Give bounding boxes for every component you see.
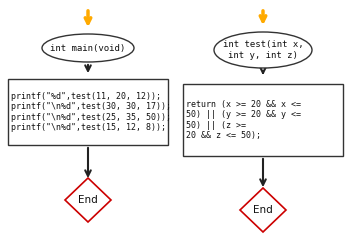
Text: int main(void): int main(void) <box>50 44 126 53</box>
Text: int test(int x,
int y, int z): int test(int x, int y, int z) <box>223 40 303 60</box>
Ellipse shape <box>214 32 312 68</box>
Ellipse shape <box>42 34 134 62</box>
Text: End: End <box>78 195 98 205</box>
Text: End: End <box>253 205 273 215</box>
Polygon shape <box>65 178 111 222</box>
Polygon shape <box>240 188 286 232</box>
FancyBboxPatch shape <box>8 79 168 145</box>
Text: printf("%d",test(11, 20, 12));
printf("\n%d",test(30, 30, 17));
printf("\n%d",te: printf("%d",test(11, 20, 12)); printf("\… <box>11 92 171 132</box>
FancyBboxPatch shape <box>183 84 343 156</box>
Text: return (x >= 20 && x <=
50) || (y >= 20 && y <=
50) || (z >=
20 && z <= 50);: return (x >= 20 && x <= 50) || (y >= 20 … <box>186 100 301 140</box>
